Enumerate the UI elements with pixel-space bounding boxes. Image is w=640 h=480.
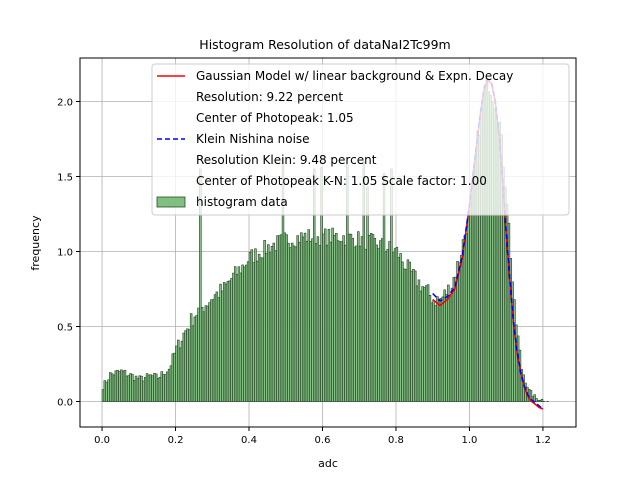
legend-box bbox=[151, 63, 570, 216]
histogram-bars bbox=[101, 79, 549, 402]
legend-entry-label: Center of Photopeak: 1.05 bbox=[196, 111, 354, 125]
x-tick-label: 1.2 bbox=[535, 435, 551, 446]
x-tick-label: 0.6 bbox=[315, 435, 331, 446]
histogram-bar bbox=[535, 398, 538, 402]
x-axis-ticks: 0.0 0.2 0.4 0.6 0.8 1.0 1.2 bbox=[94, 427, 551, 446]
y-tick-label: 0.0 bbox=[57, 398, 73, 409]
legend-entry-label: Resolution Klein: 9.48 percent bbox=[196, 153, 377, 167]
legend-entry-label: histogram data bbox=[196, 195, 288, 209]
y-axis-label: frequency bbox=[29, 215, 42, 271]
y-axis-ticks: 0.0 0.5 1.0 1.5 2.0 bbox=[57, 98, 80, 409]
x-tick-label: 0.0 bbox=[94, 435, 110, 446]
plot-frame bbox=[79, 57, 577, 428]
histogram-bar bbox=[540, 398, 544, 402]
x-tick-label: 0.4 bbox=[241, 435, 257, 446]
y-tick-label: 1.0 bbox=[57, 248, 73, 259]
x-tick-label: 0.2 bbox=[168, 435, 184, 446]
legend-patch-swatch bbox=[156, 196, 186, 208]
y-tick-label: 2.0 bbox=[57, 98, 73, 109]
legend-entry-label: Resolution: 9.22 percent bbox=[196, 90, 343, 104]
x-tick-label: 1.0 bbox=[461, 435, 477, 446]
x-axis-label: adc bbox=[318, 457, 338, 470]
legend-entry-label: Klein Nishina noise bbox=[196, 132, 310, 146]
chart-title: Histogram Resolution of dataNaI2Tc99m bbox=[199, 37, 450, 52]
y-tick-label: 0.5 bbox=[57, 323, 73, 334]
x-tick-label: 0.8 bbox=[388, 435, 404, 446]
y-tick-label: 1.5 bbox=[57, 173, 73, 184]
legend: Gaussian Model w/ linear background & Ex… bbox=[151, 63, 570, 216]
legend-entry-label: Center of Photopeak K-N: 1.05 Scale fact… bbox=[196, 174, 487, 188]
legend-entry-label: Gaussian Model w/ linear background & Ex… bbox=[196, 69, 513, 83]
